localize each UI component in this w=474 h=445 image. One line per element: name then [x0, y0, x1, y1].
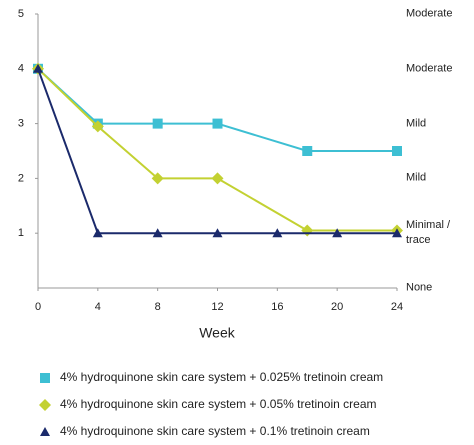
y2-tick-label: Minimal / trace — [406, 219, 451, 247]
x-axis-label: Week — [199, 325, 236, 341]
legend-label: 4% hydroquinone skin care system + 0.025… — [60, 370, 383, 384]
point — [152, 228, 163, 238]
y-tick-label: 1 — [18, 227, 24, 239]
y2-tick-label: None — [406, 281, 433, 294]
point — [152, 118, 163, 129]
y-tick-label: 4 — [18, 63, 24, 75]
series-line — [37, 68, 397, 232]
y2-tick-label: Moderate — [406, 62, 453, 75]
y-tick-label: 2 — [18, 172, 24, 184]
series-line — [37, 68, 397, 152]
x-tick-label: 12 — [211, 301, 223, 313]
x-tick-label: 24 — [391, 301, 403, 313]
point — [212, 228, 223, 238]
point — [302, 146, 313, 156]
point — [151, 172, 164, 185]
legend-label: 4% hydroquinone skin care system + 0.05%… — [60, 397, 377, 411]
point — [301, 224, 314, 237]
legend-marker — [40, 373, 50, 383]
y-tick-label: 3 — [18, 118, 24, 130]
point — [91, 120, 104, 133]
x-tick-label: 16 — [271, 301, 283, 313]
legend-label: 4% hydroquinone skin care system + 0.1% … — [60, 424, 370, 438]
y2-tick-label: Mild — [406, 171, 427, 184]
x-tick-label: 0 — [35, 301, 41, 313]
point — [212, 118, 223, 129]
legend-marker — [40, 427, 50, 436]
x-tick-label: 4 — [95, 301, 101, 313]
point — [392, 146, 402, 156]
point — [332, 228, 343, 238]
point — [392, 228, 402, 238]
point — [33, 63, 43, 73]
legend-marker — [39, 399, 51, 411]
y2-tick-label: Moderate — [406, 7, 453, 20]
point — [272, 228, 283, 238]
x-tick-label: 20 — [331, 301, 343, 313]
y2-tick-label: Mild — [406, 117, 427, 130]
x-tick-label: 8 — [155, 301, 161, 313]
y-tick-label: 5 — [18, 8, 24, 20]
point — [211, 172, 224, 185]
point — [92, 228, 103, 238]
